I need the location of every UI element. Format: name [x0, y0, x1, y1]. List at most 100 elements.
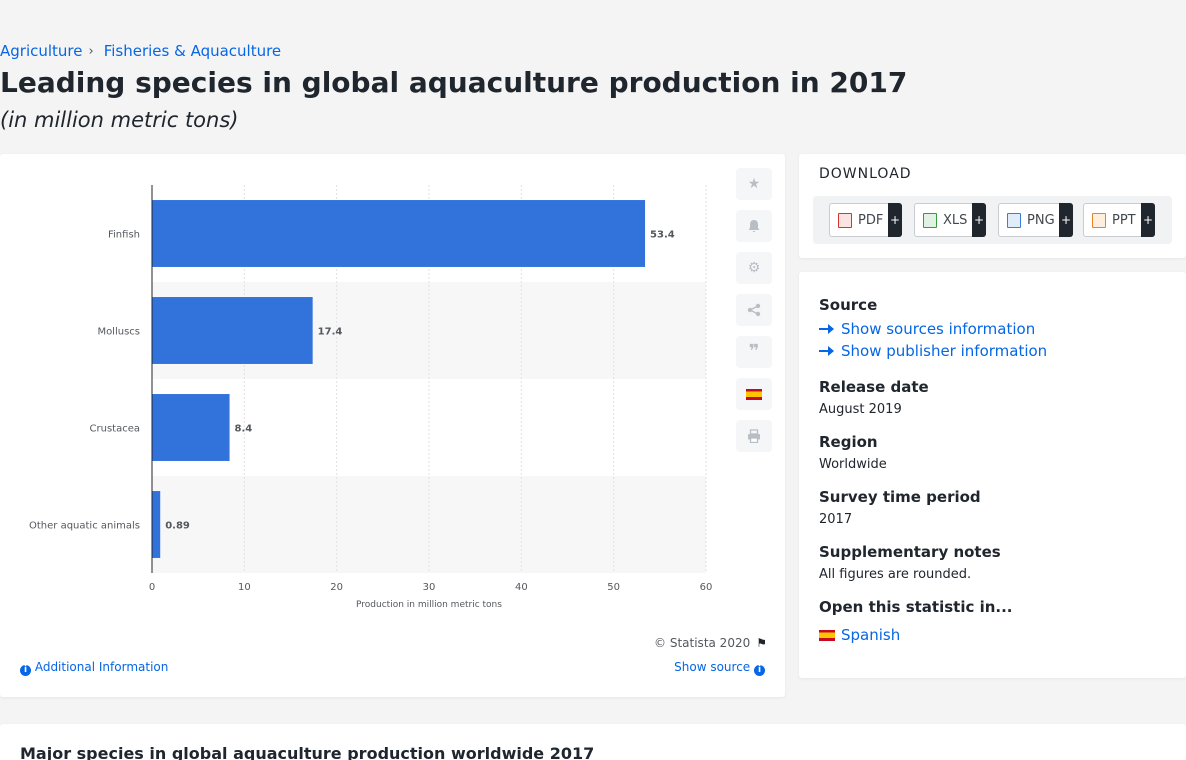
bar	[152, 200, 646, 267]
pdf-file-icon	[838, 212, 852, 228]
page-subtitle: (in million metric tons)	[0, 108, 239, 132]
png-file-icon	[1007, 212, 1021, 228]
category-label: Finfish	[108, 230, 140, 241]
supplementary-notes-value: All figures are rounded.	[819, 567, 972, 582]
download-ppt-label: PPT	[1112, 212, 1136, 228]
plus-icon: +	[1059, 203, 1073, 237]
bar	[152, 297, 313, 364]
survey-period-value: 2017	[819, 512, 853, 527]
download-pdf-label: PDF	[858, 212, 884, 228]
download-ppt-button[interactable]: PPT +	[1083, 203, 1155, 237]
xls-file-icon	[923, 212, 937, 228]
open-in-spanish-link[interactable]: Spanish	[819, 626, 1013, 644]
x-tick-label: 60	[700, 582, 713, 593]
row-background	[152, 476, 706, 573]
info-icon: i	[754, 665, 765, 676]
open-in-spanish-label: Spanish	[841, 626, 901, 644]
arrow-right-icon	[819, 324, 834, 334]
settings-button[interactable]: ⚙	[736, 252, 772, 284]
category-label: Molluscs	[97, 327, 140, 338]
show-publisher-link[interactable]: Show publisher information	[819, 342, 1047, 360]
x-tick-label: 20	[330, 582, 343, 593]
arrow-right-icon	[819, 346, 834, 356]
supplementary-notes-section: Supplementary notes All figures are roun…	[819, 543, 1001, 582]
x-tick-label: 40	[515, 582, 528, 593]
print-icon	[748, 429, 760, 443]
flag-spain-icon	[819, 629, 835, 641]
citation-button[interactable]: ❞	[736, 336, 772, 368]
survey-period-section: Survey time period 2017	[819, 488, 981, 527]
category-label: Other aquatic animals	[29, 521, 140, 532]
plus-icon: +	[972, 203, 986, 237]
download-png-label: PNG	[1027, 212, 1055, 228]
supplementary-notes-label: Supplementary notes	[819, 543, 1001, 561]
source-section: Source Show sources information Show pub…	[819, 296, 1047, 360]
x-tick-label: 0	[149, 582, 155, 593]
breadcrumb-separator: ›	[88, 43, 94, 59]
open-in-section: Open this statistic in... Spanish	[819, 598, 1013, 644]
category-label: Crustacea	[90, 424, 140, 435]
breadcrumb: Agriculture › Fisheries & Aquaculture	[0, 42, 281, 60]
value-label: 0.89	[165, 521, 190, 532]
release-date-section: Release date August 2019	[819, 378, 929, 417]
quote-icon: ❞	[748, 341, 760, 362]
additional-information-label: Additional Information	[34, 660, 169, 674]
page-title: Leading species in global aquaculture pr…	[0, 66, 908, 99]
related-statistic-title[interactable]: Major species in global aquaculture prod…	[20, 744, 595, 760]
download-xls-button[interactable]: XLS +	[914, 203, 986, 237]
report-flag-icon[interactable]: ⚑	[756, 636, 767, 650]
download-png-button[interactable]: PNG +	[998, 203, 1073, 237]
star-icon: ★	[747, 176, 761, 192]
show-sources-link[interactable]: Show sources information	[819, 320, 1047, 338]
open-in-label: Open this statistic in...	[819, 598, 1013, 616]
survey-period-label: Survey time period	[819, 488, 981, 506]
chart-card: Finfish 53.4 Molluscs 17.4 Crustacea 8.4 Other…	[0, 154, 785, 697]
download-buttons: PDF + XLS + PNG + PPT +	[813, 196, 1172, 244]
plus-icon: +	[888, 203, 902, 237]
value-label: 17.4	[318, 327, 343, 338]
bell-icon	[748, 220, 760, 232]
source-label: Source	[819, 296, 878, 314]
bar-chart: Finfish 53.4 Molluscs 17.4 Crustacea 8.4 Other…	[29, 185, 713, 610]
bar	[152, 491, 161, 558]
ppt-file-icon	[1092, 212, 1106, 228]
related-statistic-card: Major species in global aquaculture prod…	[0, 724, 1186, 760]
share-button[interactable]	[736, 294, 772, 326]
download-pdf-button[interactable]: PDF +	[829, 203, 902, 237]
region-label: Region	[819, 433, 878, 451]
flag-spain-icon	[746, 388, 762, 400]
release-date-value: August 2019	[819, 402, 902, 417]
download-heading: DOWNLOAD	[819, 166, 912, 182]
x-tick-label: 10	[238, 582, 251, 593]
release-date-label: Release date	[819, 378, 929, 396]
show-source-label: Show source	[674, 660, 751, 674]
bar	[152, 394, 230, 461]
breadcrumb-agriculture[interactable]: Agriculture	[0, 42, 83, 60]
region-value: Worldwide	[819, 457, 887, 472]
statistic-details-card: Source Show sources information Show pub…	[799, 272, 1186, 678]
copyright-text: © Statista 2020	[654, 636, 751, 650]
chart-copyright: © Statista 2020 ⚑	[654, 636, 767, 650]
show-publisher-label: Show publisher information	[841, 342, 1048, 360]
share-icon	[747, 303, 761, 317]
info-icon: i	[20, 665, 31, 676]
breadcrumb-fisheries[interactable]: Fisheries & Aquaculture	[103, 42, 282, 60]
additional-information-link[interactable]: i Additional Information	[20, 660, 168, 676]
notification-button[interactable]	[736, 210, 772, 242]
value-label: 53.4	[650, 230, 675, 241]
language-button[interactable]	[736, 378, 772, 410]
show-source-link[interactable]: Show source i	[674, 660, 765, 676]
chart-toolbar: ★ ⚙ ❞	[736, 168, 772, 462]
region-section: Region Worldwide	[819, 433, 887, 472]
print-button[interactable]	[736, 420, 772, 452]
download-card: DOWNLOAD PDF + XLS + PNG + PPT +	[799, 154, 1186, 258]
x-axis-title: Production in million metric tons	[356, 600, 502, 610]
value-label: 8.4	[235, 424, 253, 435]
gear-icon: ⚙	[747, 260, 761, 276]
plus-icon: +	[1141, 203, 1155, 237]
favorite-button[interactable]: ★	[736, 168, 772, 200]
x-tick-label: 50	[607, 582, 620, 593]
download-xls-label: XLS	[943, 212, 968, 228]
show-sources-label: Show sources information	[841, 320, 1036, 338]
x-tick-label: 30	[423, 582, 436, 593]
